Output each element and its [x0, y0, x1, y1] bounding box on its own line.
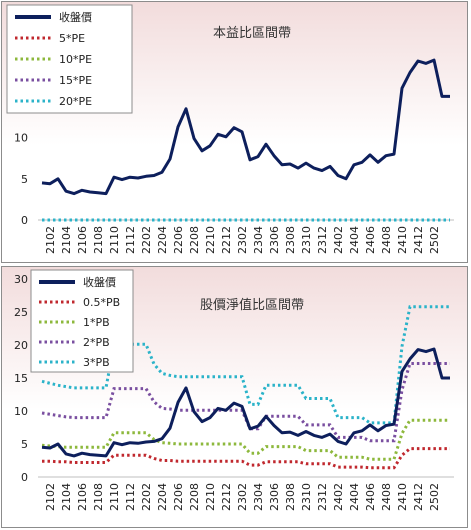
legend-label: 0.5*PB — [83, 296, 120, 309]
x-tick-label: 2406 — [364, 226, 377, 254]
series-line-3 — [41, 362, 450, 443]
x-tick-label: 2112 — [124, 226, 137, 254]
x-tick-label: 2404 — [348, 483, 361, 511]
x-tick-label: 2206 — [172, 483, 185, 511]
legend-label: 3*PB — [83, 356, 110, 369]
legend-label: 2*PB — [83, 336, 110, 349]
y-tick-label: 10 — [14, 132, 28, 145]
pb-band-chart-panel: 0 5 10 15 20 25 30 2102 2104 2106 2108 2110 2112 2202… — [1, 266, 468, 528]
legend-label: 收盤價 — [59, 10, 92, 24]
x-tick-label: 2306 — [268, 226, 281, 254]
y-tick-label: 5 — [21, 438, 28, 451]
x-tick-label: 2502 — [428, 226, 441, 254]
x-tick-label: 2410 — [396, 483, 409, 511]
legend-label: 收盤價 — [83, 275, 116, 289]
legend-label: 15*PE — [59, 74, 92, 87]
x-tick-label: 2112 — [124, 483, 137, 511]
x-tick-label: 2206 — [172, 226, 185, 254]
y-tick-label: 15 — [14, 372, 28, 385]
x-tick-label: 2306 — [268, 483, 281, 511]
x-tick-label: 2406 — [364, 483, 377, 511]
x-tick-label: 2412 — [412, 483, 425, 511]
x-tick-label: 2110 — [108, 226, 121, 254]
x-tick-label: 2208 — [188, 483, 201, 511]
legend-label: 1*PB — [83, 316, 110, 329]
y-tick-label: 0 — [21, 471, 28, 484]
y-tick-label: 25 — [14, 306, 28, 319]
x-tick-label: 2202 — [140, 226, 153, 254]
x-tick-label: 2312 — [316, 226, 329, 254]
chart-legend: 收盤價 5*PE 10*PE 15*PE 20*PE — [6, 4, 133, 114]
x-tick-label: 2106 — [76, 226, 89, 254]
x-tick-label: 2204 — [156, 226, 169, 254]
chart-title: 股價淨值比區間帶 — [200, 297, 304, 313]
x-tick-label: 2108 — [92, 483, 105, 511]
x-tick-label: 2408 — [380, 226, 393, 254]
y-tick-label: 20 — [14, 339, 28, 352]
x-tick-label: 2310 — [300, 483, 313, 511]
chart-legend: 收盤價 0.5*PB 1*PB 2*PB 3*PB — [30, 269, 134, 373]
series-line-0 — [41, 347, 450, 458]
x-tick-label: 2308 — [284, 483, 297, 511]
pe-band-chart: 0510152025210221042106210821102112220222… — [6, 4, 454, 254]
x-tick-label: 2304 — [252, 483, 265, 511]
pb-band-chart: 0 5 10 15 20 25 30 2102 2104 2106 2108 2110 2112 2202… — [14, 269, 454, 511]
y-tick-label: 0 — [21, 214, 28, 227]
legend-label: 5*PE — [59, 32, 85, 45]
x-tick-label: 2412 — [412, 226, 425, 254]
x-tick-label: 2212 — [220, 226, 233, 254]
x-tick-label: 2404 — [348, 226, 361, 254]
x-tick-label: 2402 — [332, 483, 345, 511]
series-line-2 — [41, 418, 450, 461]
x-tick-label: 2208 — [188, 226, 201, 254]
pe-band-chart-panel: 0510152025210221042106210821102112220222… — [1, 1, 468, 263]
x-tick-label: 2302 — [236, 226, 249, 254]
x-tick-label: 2102 — [44, 226, 57, 254]
x-tick-label: 2104 — [60, 226, 73, 254]
x-tick-label: 2304 — [252, 226, 265, 254]
x-tick-label: 2106 — [76, 483, 89, 511]
x-tick-label: 2308 — [284, 226, 297, 254]
series-line-0 — [41, 58, 450, 196]
x-tick-label: 2110 — [108, 483, 121, 511]
y-tick-label: 5 — [21, 173, 28, 186]
x-tick-label: 2302 — [236, 483, 249, 511]
y-tick-label: 10 — [14, 405, 28, 418]
y-tick-label: 30 — [14, 273, 28, 286]
x-tick-label: 2212 — [220, 483, 233, 511]
x-tick-label: 2202 — [140, 483, 153, 511]
x-tick-label: 2108 — [92, 226, 105, 254]
chart-title: 本益比區間帶 — [213, 26, 291, 41]
x-tick-label: 2402 — [332, 226, 345, 254]
x-tick-label: 2102 — [44, 483, 57, 511]
legend-label: 10*PE — [59, 53, 92, 66]
x-tick-label: 2104 — [60, 483, 73, 511]
x-tick-label: 2210 — [204, 226, 217, 254]
x-tick-label: 2204 — [156, 483, 169, 511]
x-tick-label: 2408 — [380, 483, 393, 511]
x-tick-label: 2210 — [204, 483, 217, 511]
x-tick-label: 2312 — [316, 483, 329, 511]
x-tick-label: 2502 — [428, 483, 441, 511]
x-tick-label: 2310 — [300, 226, 313, 254]
legend-label: 20*PE — [59, 95, 92, 108]
legend-box — [30, 269, 134, 373]
x-tick-label: 2410 — [396, 226, 409, 254]
